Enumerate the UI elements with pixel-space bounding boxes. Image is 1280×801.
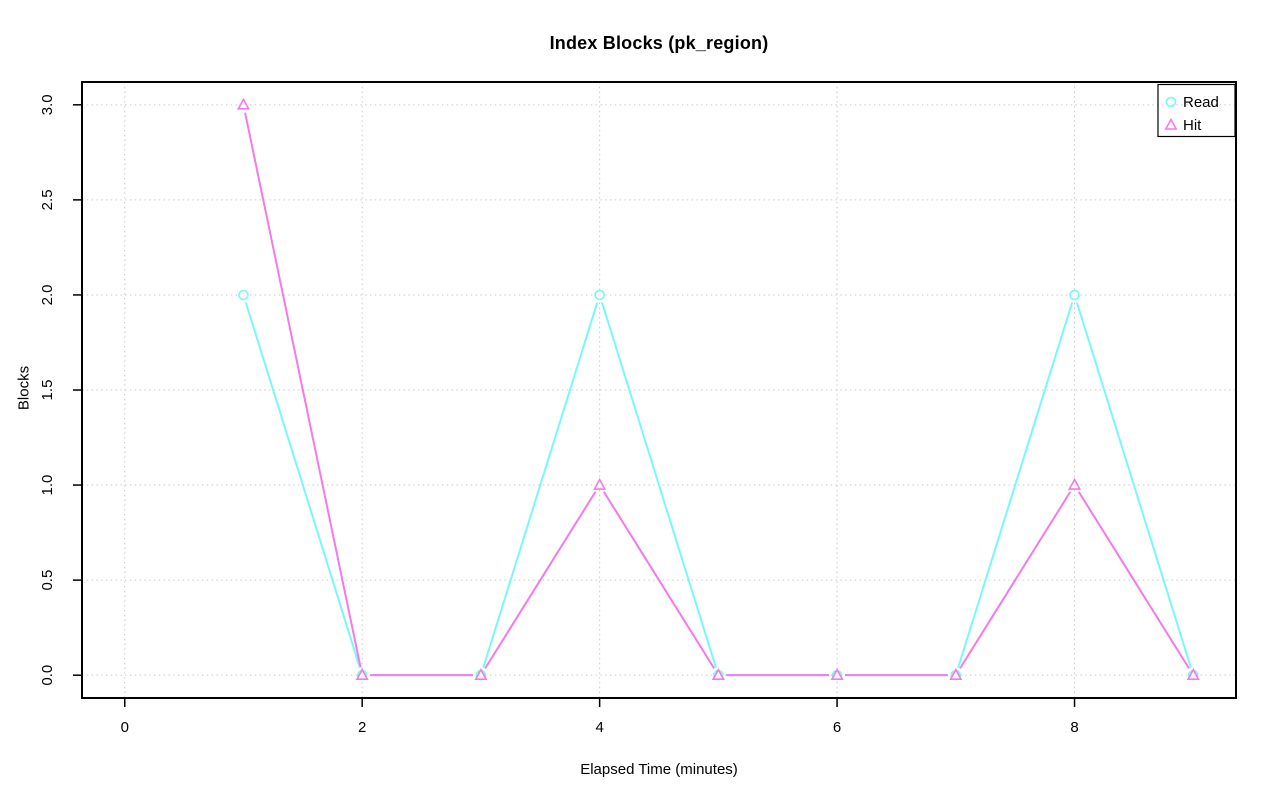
y-tick-label: 1.0 xyxy=(39,475,56,496)
legend: Read Hit xyxy=(1157,83,1236,138)
x-tick-label: 0 xyxy=(121,719,129,736)
data-point-triangle xyxy=(355,668,369,680)
data-point-triangle xyxy=(1067,477,1082,490)
x-axis: 0 2 4 6 8 xyxy=(121,698,1079,736)
x-tick-label: 6 xyxy=(833,719,841,736)
x-tick-label: 2 xyxy=(358,719,366,736)
series-hit xyxy=(236,97,1200,680)
y-tick-label: 0.0 xyxy=(39,665,56,686)
series-read xyxy=(238,289,1199,681)
series-line-segment xyxy=(603,491,715,669)
data-point-circle xyxy=(1069,289,1080,301)
y-tick-label: 2.5 xyxy=(39,189,56,210)
y-tick-label: 3.0 xyxy=(39,94,56,115)
legend-marker-circle xyxy=(1165,96,1177,108)
data-point-triangle xyxy=(711,668,725,680)
x-axis-label: Elapsed Time (minutes) xyxy=(580,761,738,778)
gridlines xyxy=(82,82,1236,698)
legend-box xyxy=(1157,83,1236,138)
y-tick-label: 2.0 xyxy=(39,285,56,306)
y-tick-label: 0.5 xyxy=(39,570,56,591)
series-line-segment xyxy=(1075,302,1192,668)
data-point-triangle xyxy=(236,97,251,110)
series-line-segment xyxy=(601,302,717,668)
y-axis: 0.0 0.5 1.0 1.5 2.0 2.5 3.0 xyxy=(39,94,82,686)
y-tick-label: 1.5 xyxy=(39,380,56,401)
data-point-triangle xyxy=(949,668,963,680)
chart-title: Index Blocks (pk_region) xyxy=(549,33,769,53)
x-tick-label: 4 xyxy=(595,719,603,736)
series-line-segment xyxy=(244,302,361,668)
x-tick-label: 8 xyxy=(1070,719,1078,736)
series-line-segment xyxy=(482,302,599,668)
y-axis-label: Blocks xyxy=(15,365,33,411)
legend-label-read: Read xyxy=(1183,94,1219,111)
data-point-circle xyxy=(238,289,249,301)
legend-marker-triangle xyxy=(1164,117,1178,130)
legend-label-hit: Hit xyxy=(1183,117,1202,134)
series-line-segment xyxy=(484,491,597,669)
data-point-triangle xyxy=(593,477,607,490)
data-point-circle xyxy=(594,289,605,301)
series-line-segment xyxy=(1077,491,1190,669)
data-point-triangle xyxy=(474,668,488,680)
data-point-triangle xyxy=(830,668,844,680)
series-line-segment xyxy=(244,112,362,668)
series-line-segment xyxy=(959,491,1072,669)
data-point-triangle xyxy=(1186,668,1200,680)
series-line-segment xyxy=(957,302,1074,668)
